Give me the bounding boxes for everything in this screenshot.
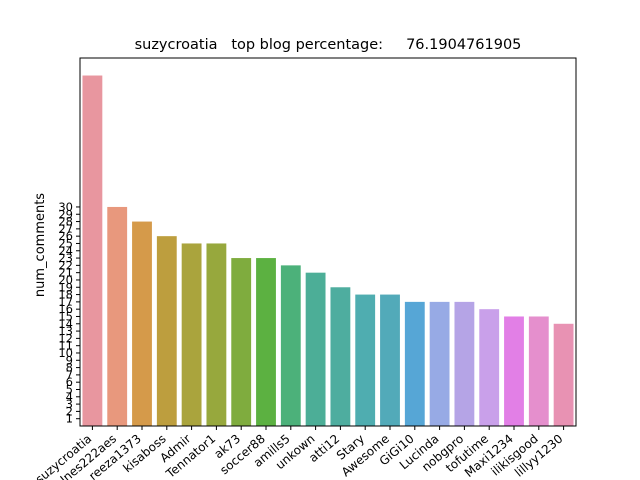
y-tick-label: 17: [58, 295, 73, 309]
y-tick-label: 16: [58, 302, 73, 316]
y-tick-label: 28: [58, 215, 73, 229]
y-tick-label: 14: [58, 317, 73, 331]
bar-reeza1373: [132, 221, 152, 426]
y-tick-label: 15: [58, 309, 73, 323]
y-tick-label: 23: [58, 251, 73, 265]
bar-kisaboss: [156, 236, 177, 426]
bar-ines222aes: [107, 206, 128, 426]
bar-soccer88: [256, 258, 276, 426]
y-tick-label: 21: [58, 266, 73, 280]
y-tick-label: 24: [58, 244, 73, 258]
bar-ak73: [231, 258, 252, 426]
bar-lillyy1230: [553, 323, 574, 426]
y-tick-label: 5: [66, 382, 73, 396]
bar-nobgpro: [454, 301, 475, 426]
y-tick-label: 9: [66, 353, 73, 367]
y-tick-label: 1: [66, 412, 73, 426]
bar-ilikisgood: [528, 316, 549, 426]
chart-title: suzycroatia top blog percentage: 76.1904…: [135, 37, 522, 53]
y-tick-label: 12: [58, 331, 73, 345]
y-tick-label: 19: [58, 280, 73, 294]
y-tick-label: 8: [66, 361, 73, 375]
bars-group: [82, 75, 574, 427]
y-axis-label: num_comments: [33, 193, 48, 297]
y-tick-label: 3: [66, 397, 73, 411]
y-tick-label: 11: [58, 339, 73, 353]
bar-awesome: [380, 294, 400, 426]
y-tick-label: 7: [66, 368, 73, 382]
y-tick-label: 6: [66, 375, 73, 389]
bar-lucinda: [429, 301, 450, 426]
bar-atti12: [330, 287, 351, 426]
y-tick-label: 20: [58, 273, 73, 287]
y-tick-label: 18: [58, 288, 73, 302]
bar-gigi10: [404, 301, 425, 426]
y-tick-label: 27: [58, 222, 73, 236]
y-tick-label: 13: [58, 324, 73, 338]
bar-unkown: [305, 272, 326, 426]
bar-admir: [181, 243, 202, 426]
bar-stary: [355, 294, 376, 426]
bar-tennator1: [206, 243, 227, 426]
bar-suzycroatia: [82, 75, 103, 427]
bar-amills5: [280, 265, 301, 426]
y-axis: 1234567891011121314151617181920212223242…: [58, 200, 80, 426]
y-tick-label: 22: [58, 258, 73, 272]
y-tick-label: 4: [66, 390, 73, 404]
y-tick-label: 26: [58, 229, 73, 243]
y-tick-label: 2: [66, 404, 73, 418]
plot-frame: [79, 57, 577, 427]
y-tick-label: 25: [58, 236, 73, 250]
y-tick-label: 30: [58, 200, 73, 214]
bar-maxi1234: [504, 316, 524, 426]
y-tick-label: 10: [58, 346, 73, 360]
y-tick-label: 29: [58, 207, 73, 221]
bar-tofutime: [479, 309, 500, 426]
